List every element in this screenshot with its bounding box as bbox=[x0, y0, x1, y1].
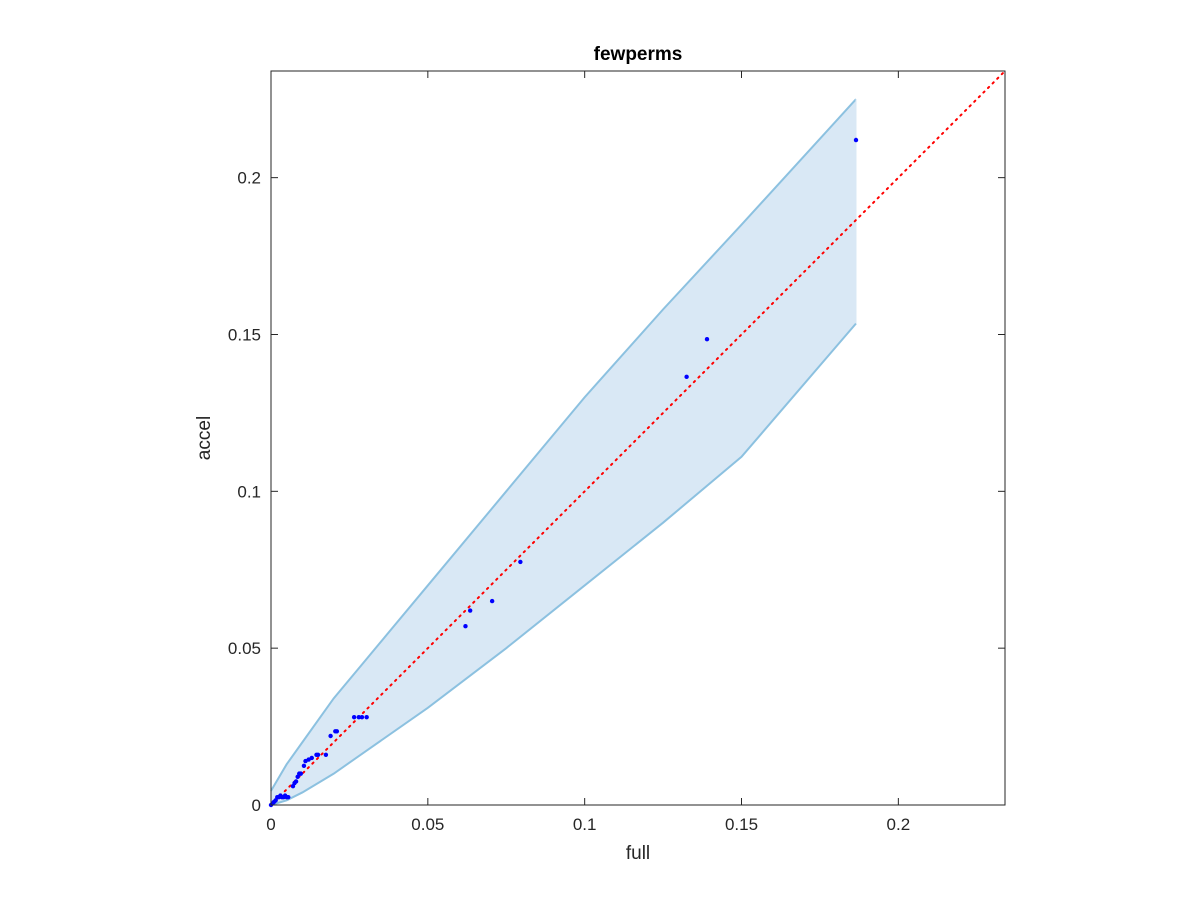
data-point bbox=[364, 714, 369, 720]
confidence-band bbox=[270, 98, 857, 806]
x-tick-label: 0.05 bbox=[411, 815, 444, 834]
band-upper-edge bbox=[270, 98, 857, 792]
axis-ticks: 0 0.05 0.1 0.15 0.2 0 0.05 0.1 0.15 0.2 bbox=[228, 71, 1005, 834]
band-lower-edge bbox=[270, 322, 857, 806]
data-point bbox=[293, 779, 299, 784]
data-point bbox=[301, 763, 307, 768]
data-point bbox=[359, 714, 365, 720]
y-tick-label: 0.05 bbox=[228, 639, 261, 658]
data-point bbox=[518, 559, 523, 565]
x-axis-label: full bbox=[626, 843, 650, 864]
data-point bbox=[334, 729, 340, 734]
y-tick-label: 0.1 bbox=[237, 482, 261, 501]
data-point bbox=[467, 608, 473, 613]
reference-line bbox=[270, 70, 1006, 806]
data-point bbox=[704, 336, 710, 342]
data-point bbox=[463, 624, 468, 629]
band-fill bbox=[271, 99, 857, 805]
axes-box bbox=[270, 70, 1006, 806]
data-point bbox=[323, 752, 329, 758]
data-point bbox=[684, 374, 689, 380]
data-points bbox=[268, 137, 859, 808]
identity-line bbox=[270, 70, 1006, 806]
data-point bbox=[315, 752, 321, 758]
data-point bbox=[356, 714, 362, 720]
chart-title: fewperms bbox=[594, 44, 683, 65]
y-axis-label: accel bbox=[194, 416, 215, 460]
data-point bbox=[489, 598, 495, 604]
x-tick-label: 0.2 bbox=[887, 815, 911, 834]
x-tick-label: 0 bbox=[266, 815, 275, 834]
y-tick-label: 0.15 bbox=[228, 325, 261, 344]
data-point bbox=[286, 794, 291, 800]
x-tick-label: 0.1 bbox=[573, 815, 597, 834]
y-tick-label: 0.2 bbox=[237, 169, 261, 188]
data-point bbox=[328, 733, 333, 739]
data-point bbox=[853, 137, 859, 143]
y-tick-label: 0 bbox=[252, 796, 261, 815]
data-point bbox=[351, 714, 357, 720]
x-tick-label: 0.15 bbox=[725, 815, 758, 834]
data-point bbox=[309, 755, 314, 761]
data-point bbox=[298, 771, 303, 776]
